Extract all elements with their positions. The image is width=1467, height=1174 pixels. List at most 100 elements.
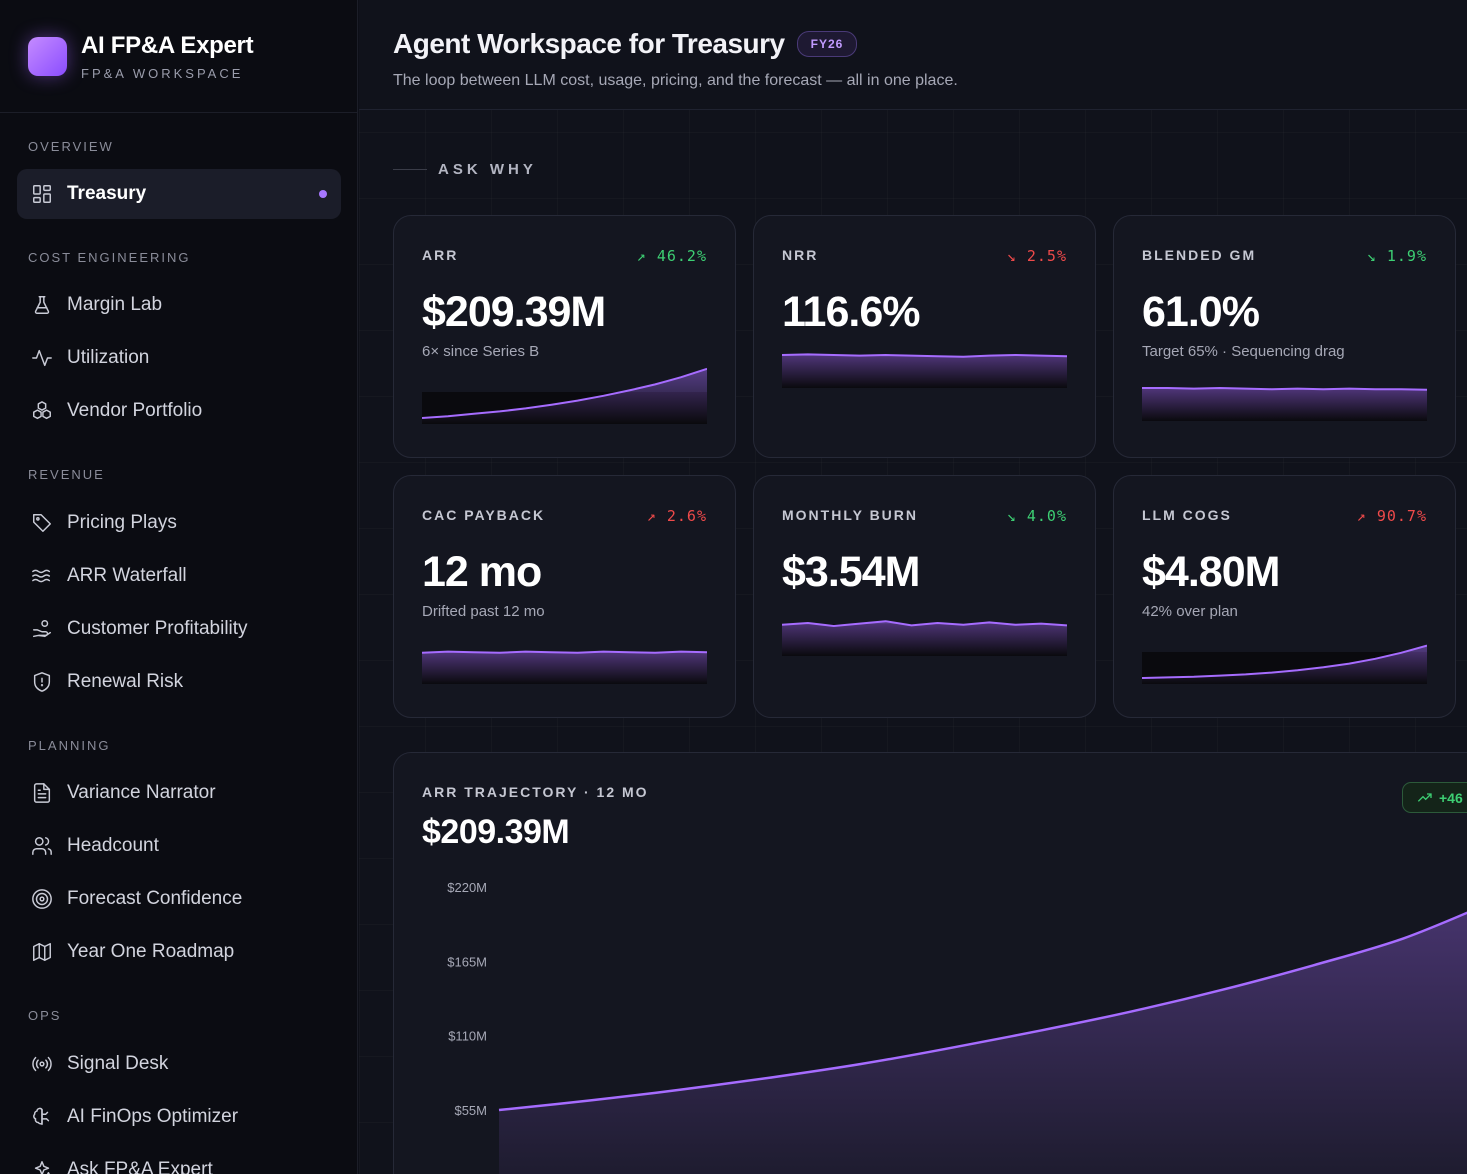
radio-icon [31, 1053, 53, 1075]
kpi-note: Drifted past 12 mo [422, 603, 545, 620]
arr-trajectory-card: $220M $165M $110M $55M ARR TRAJECTORY · 12 … [393, 752, 1467, 1174]
sparkles-icon [31, 1159, 53, 1174]
page-title: Agent Workspace for Treasury [393, 28, 785, 59]
kpi-value: 116.6% [782, 288, 920, 336]
arr-series-line [498, 911, 1467, 1112]
sidebar-item-customer-profitability[interactable]: Customer Profitability [17, 604, 341, 654]
arr-trajectory-chart: $220M $165M $110M $55M [447, 880, 1467, 1174]
sparkline-line [782, 353, 1067, 358]
sidebar-item-label: Utilization [67, 347, 150, 368]
y-tick-label: $220M [447, 880, 487, 895]
kpi-note: Target 65% · Sequencing drag [1142, 343, 1345, 360]
y-tick-label: $110M [448, 1029, 487, 1044]
sidebar-item-label: Ask FP&A Expert [67, 1159, 213, 1174]
sidebar-item-treasury[interactable]: Treasury [17, 169, 341, 219]
kpi-delta: ↗ 46.2% [636, 247, 707, 265]
kpi-value: 61.0% [1142, 288, 1260, 336]
sparkline-area [422, 651, 707, 684]
shield-icon [31, 671, 53, 693]
active-indicator [319, 190, 327, 198]
waves-icon [31, 565, 53, 587]
brain-icon [31, 1106, 53, 1128]
fiscal-year-badge: FY26 [796, 31, 858, 57]
sidebar-item-label: ARR Waterfall [67, 565, 187, 586]
sidebar-item-year-one-roadmap[interactable]: Year One Roadmap [17, 927, 341, 977]
kpi-card-nrr[interactable]: NRR ↘ 2.5% 116.6% [753, 215, 1096, 458]
kpi-delta: ↘ 4.0% [1006, 507, 1067, 525]
sidebar-item-ai-finops-optimizer[interactable]: AI FinOps Optimizer [17, 1092, 341, 1142]
kpi-note: 42% over plan [1142, 603, 1238, 620]
brand-title: AI FP&A Expert [81, 31, 254, 59]
page-header: Agent Workspace for Treasury FY26 The lo… [359, 0, 1467, 110]
kpi-delta: ↘ 1.9% [1366, 247, 1427, 265]
page-subtitle: The loop between LLM cost, usage, pricin… [393, 72, 958, 89]
trend-badge: +46 [1402, 782, 1467, 813]
brand-logo [28, 36, 67, 76]
kpi-sparkline [422, 367, 707, 424]
users-icon [31, 835, 53, 857]
kpi-delta: ↘ 2.5% [1006, 247, 1067, 265]
kpi-card-monthly-burn[interactable]: MONTHLY BURN ↘ 4.0% $3.54M [753, 475, 1096, 718]
main-content: Agent Workspace for Treasury FY26 The lo… [359, 0, 1467, 1174]
kpi-card-cac-payback[interactable]: CAC PAYBACK ↗ 2.6% 12 mo Drifted past 12… [393, 475, 736, 718]
section-label-revenue: REVENUE [28, 467, 105, 482]
sidebar-item-label: Treasury [67, 183, 147, 204]
kpi-value: $4.80M [1142, 548, 1280, 596]
sparkline-line [1142, 386, 1427, 391]
sparkline-area [782, 354, 1067, 388]
kpi-sparkline [1142, 386, 1427, 421]
sidebar-item-label: Headcount [67, 835, 159, 856]
kpi-value: 12 mo [422, 548, 542, 596]
trend-badge-value: +46 [1439, 789, 1463, 806]
sidebar-item-headcount[interactable]: Headcount [17, 821, 341, 871]
brand: AI FP&A Expert FP&A WORKSPACE [0, 0, 357, 113]
arr-area-fill [499, 912, 1467, 1174]
hand-coins-icon [31, 618, 53, 640]
sidebar-item-signal-desk[interactable]: Signal Desk [17, 1039, 341, 1089]
kpi-delta: ↗ 90.7% [1356, 507, 1427, 525]
kpi-sparkline [1142, 644, 1427, 684]
section-label-cost-engineering: COST ENGINEERING [28, 250, 191, 265]
y-tick-label: $165M [447, 954, 487, 969]
sidebar-item-renewal-risk[interactable]: Renewal Risk [17, 657, 341, 707]
section-label-planning: PLANNING [28, 738, 111, 753]
sidebar-item-label: Customer Profitability [67, 618, 248, 639]
sidebar: AI FP&A Expert FP&A WORKSPACE OVERVIEW T… [0, 0, 358, 1174]
kpi-label: NRR [782, 247, 819, 263]
sparkline-line [422, 367, 707, 419]
section-label-overview: OVERVIEW [28, 139, 114, 154]
kpi-label: CAC PAYBACK [422, 507, 546, 523]
section-label-ops: OPS [28, 1008, 62, 1023]
sidebar-item-pricing-plays[interactable]: Pricing Plays [17, 498, 341, 548]
ask-why-section-label: ASK WHY [393, 161, 537, 178]
sidebar-item-label: Year One Roadmap [67, 941, 235, 962]
sidebar-item-margin-lab[interactable]: Margin Lab [17, 280, 341, 330]
kpi-value: $209.39M [422, 288, 606, 336]
sidebar-item-label: Renewal Risk [67, 671, 184, 692]
kpi-sparkline [782, 353, 1067, 388]
sparkline-line [1142, 644, 1427, 679]
boxes-icon [31, 400, 53, 422]
kpi-card-llm-cogs[interactable]: LLM COGS ↗ 90.7% $4.80M 42% over plan [1113, 475, 1456, 718]
kpi-card-arr[interactable]: ARR ↗ 46.2% $209.39M 6× since Series B [393, 215, 736, 458]
sidebar-item-utilization[interactable]: Utilization [17, 333, 341, 383]
trending-up-icon [1417, 792, 1432, 802]
kpi-note: 6× since Series B [422, 343, 540, 360]
kpi-sparkline [782, 620, 1067, 656]
sparkline-area [1142, 388, 1427, 421]
kpi-card-blended-gm[interactable]: BLENDED GM ↘ 1.9% 61.0% Target 65% · Seq… [1113, 215, 1456, 458]
sidebar-item-label: Signal Desk [67, 1053, 169, 1074]
sidebar-item-forecast-confidence[interactable]: Forecast Confidence [17, 874, 341, 924]
kpi-delta: ↗ 2.6% [646, 507, 707, 525]
sparkline-line [422, 650, 707, 654]
sidebar-item-arr-waterfall[interactable]: ARR Waterfall [17, 551, 341, 601]
sidebar-item-variance-narrator[interactable]: Variance Narrator [17, 768, 341, 818]
brand-subtitle: FP&A WORKSPACE [81, 65, 244, 81]
chart-headline-value: $209.39M [422, 813, 570, 851]
kpi-label: LLM COGS [1142, 507, 1232, 523]
target-icon [31, 888, 53, 910]
sidebar-item-vendor-portfolio[interactable]: Vendor Portfolio [17, 386, 341, 436]
sidebar-item-ask-fpa-expert[interactable]: Ask FP&A Expert [17, 1145, 341, 1174]
grid-icon [31, 183, 53, 205]
sparkline-area [782, 621, 1067, 656]
